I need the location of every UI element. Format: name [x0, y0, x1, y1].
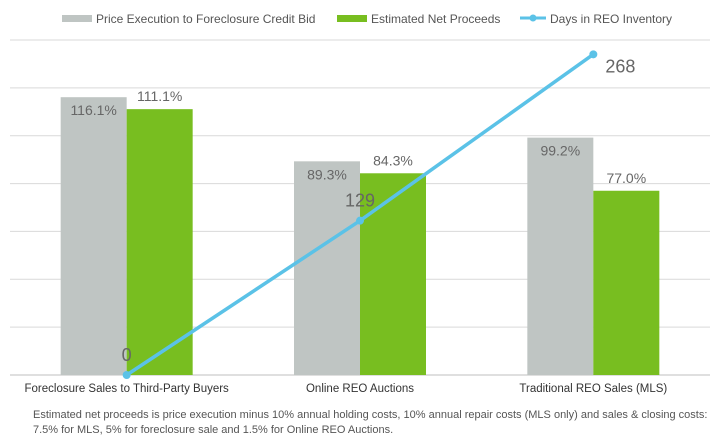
legend: Price Execution to Foreclosure Credit Bi…	[62, 12, 672, 26]
data-label-days-in-reo: 0	[122, 345, 132, 365]
bar-price-execution	[60, 97, 127, 376]
data-label-net-proceeds: 84.3%	[373, 152, 413, 168]
data-label-days-in-reo: 129	[345, 191, 375, 211]
line-marker-days-in-reo	[589, 50, 598, 59]
bar-price-execution	[294, 161, 360, 375]
x-axis-tick-labels: Foreclosure Sales to Third-Party Buyers O…	[25, 383, 668, 395]
data-label-net-proceeds: 111.1%	[137, 88, 182, 104]
data-label-price-execution: 99.2%	[540, 143, 580, 159]
legend-marker-days-reo	[529, 14, 537, 22]
chart: Price Execution to Foreclosure Credit Bi…	[10, 12, 710, 395]
x-tick-label: Traditional REO Sales (MLS)	[519, 383, 667, 395]
bars	[60, 97, 660, 376]
legend-label-days-reo: Days in REO Inventory	[550, 12, 672, 26]
x-tick-label: Foreclosure Sales to Third-Party Buyers	[25, 383, 230, 395]
legend-swatch-net-proceeds	[337, 15, 367, 22]
footnote: Estimated net proceeds is price executio…	[33, 409, 708, 436]
line-marker-days-in-reo	[356, 216, 364, 225]
data-labels: 116.1% 89.3% 99.2% 111.1% 84.3% 77.0% 0 129 268	[70, 56, 646, 365]
data-label-price-execution: 116.1%	[70, 102, 116, 118]
bar-net-proceeds	[360, 173, 426, 375]
legend-swatch-price-execution	[62, 15, 92, 22]
legend-label-net-proceeds: Estimated Net Proceeds	[371, 12, 500, 26]
data-label-days-in-reo: 268	[605, 56, 635, 76]
data-label-price-execution: 89.3%	[307, 166, 347, 182]
line-series	[122, 50, 598, 379]
legend-label-price-execution: Price Execution to Foreclosure Credit Bi…	[96, 12, 315, 26]
line-marker-days-in-reo	[122, 371, 131, 379]
bar-net-proceeds	[126, 109, 193, 376]
data-label-net-proceeds: 77.0%	[606, 170, 646, 186]
bar-net-proceeds	[593, 190, 660, 375]
bar-price-execution	[527, 137, 594, 375]
x-tick-label: Online REO Auctions	[306, 383, 414, 395]
